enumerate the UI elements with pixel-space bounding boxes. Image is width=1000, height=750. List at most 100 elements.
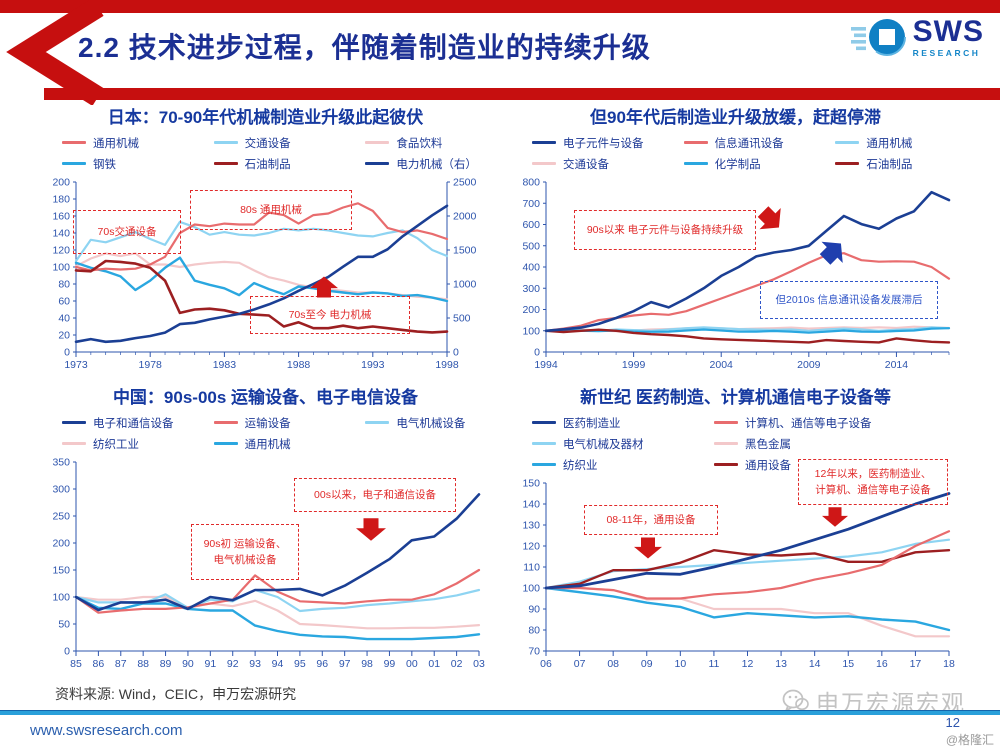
header-decoration: [0, 0, 1000, 105]
svg-text:88: 88: [137, 658, 149, 670]
annotation-line: 90s初 运输设备、: [203, 537, 287, 550]
legend-swatch: [532, 442, 556, 445]
legend-label: 电力机械（右）: [396, 158, 477, 171]
chart-block-china-new-century: 新世纪 医药制造、计算机通信电子设备等 医药制造业 计算机、通信等电子设备 电气机械及…: [508, 386, 963, 673]
legend-label: 医药制造业: [563, 417, 621, 430]
svg-text:120: 120: [52, 245, 70, 257]
axes: [73, 461, 480, 656]
legend-swatch: [532, 141, 556, 144]
gelonghui-watermark: @格隆汇: [945, 733, 994, 747]
legend-label: 化学制品: [714, 158, 761, 171]
legend-item: 交通设备: [532, 153, 660, 174]
series-line: [544, 548, 951, 590]
legend-label: 电气机械及器材: [563, 438, 644, 451]
svg-text:94: 94: [272, 658, 284, 670]
svg-text:100: 100: [52, 262, 70, 274]
website-link[interactable]: www.swsresearch.com: [30, 722, 183, 739]
legend-item: 通用机械: [62, 132, 190, 153]
svg-text:80: 80: [528, 625, 540, 637]
sws-logo-word: SWS: [912, 14, 984, 48]
annotation-line: 70s交通设备: [97, 225, 157, 238]
legend-label: 交通设备: [563, 158, 609, 171]
source-note: 资料来源: Wind，CEIC，申万宏源研究: [55, 686, 297, 702]
svg-text:150: 150: [52, 565, 70, 577]
svg-text:92: 92: [227, 658, 239, 670]
legend-label: 食品饮料: [396, 137, 443, 150]
svg-text:150: 150: [522, 478, 540, 490]
series-line: [544, 328, 951, 344]
annotation-line: 00s以来，电子和通信设备: [314, 488, 436, 501]
svg-text:200: 200: [52, 177, 70, 189]
legend-swatch: [683, 162, 708, 165]
svg-text:350: 350: [52, 457, 70, 469]
svg-text:2014: 2014: [885, 359, 909, 371]
arrow-svg: [310, 276, 338, 298]
annotation-box: 90s以来 电子元件与设备持续升级: [574, 210, 756, 250]
svg-text:100: 100: [52, 592, 70, 604]
svg-text:300: 300: [52, 484, 70, 496]
arrow-icon: [822, 507, 848, 527]
svg-text:400: 400: [522, 262, 540, 274]
legend-item: 纺织工业: [62, 433, 190, 454]
svg-text:20: 20: [58, 330, 70, 342]
legend-swatch: [213, 421, 238, 424]
svg-text:100: 100: [522, 583, 540, 595]
series-lines: [544, 190, 951, 344]
series-line: [74, 568, 481, 614]
svg-text:1998: 1998: [435, 359, 459, 371]
chart-plot: 0 100 200 300 400 500 600 700 800 1994 1999 2004 200…: [508, 174, 963, 374]
chart-svg: 0 50 100 150 200 250 300 350 85 86 87 88 89 90 91 92 93 9…: [52, 457, 485, 671]
legend-item: 电子元件与设备: [532, 132, 660, 153]
page-number: 12: [945, 715, 960, 730]
legend-label: 信息通讯设备: [714, 137, 784, 150]
legend-swatch: [62, 162, 86, 165]
legend-swatch: [714, 463, 738, 466]
legend-label: 通用设备: [745, 459, 791, 472]
svg-text:500: 500: [453, 313, 471, 325]
annotation-line: 80s 通用机械: [240, 203, 302, 216]
series-line: [544, 530, 951, 600]
chart-title: 新世纪 医药制造、计算机通信电子设备等: [580, 388, 891, 407]
legend-item: 计算机、通信等电子设备: [714, 412, 963, 433]
svg-text:700: 700: [522, 198, 540, 210]
legend-item: 黑色金属: [714, 433, 963, 454]
series-line: [544, 190, 951, 333]
annotation-line: 但2010s 信息通讯设备发展滞后: [775, 293, 923, 306]
legend-item: 运输设备: [213, 412, 342, 433]
chart-svg: 0 100 200 300 400 500 600 700 800 1994 1999 2004 200…: [522, 177, 951, 372]
legend-swatch: [532, 463, 556, 466]
legend-label: 纺织工业: [93, 438, 139, 451]
svg-text:1973: 1973: [64, 359, 88, 371]
arrow-svg: [757, 206, 781, 230]
legend-label: 运输设备: [244, 417, 291, 430]
series-line: [74, 588, 481, 613]
arrow-svg: [356, 518, 386, 541]
svg-text:18: 18: [943, 658, 955, 670]
arrow-svg: [822, 507, 848, 527]
annotation-box: 00s以来，电子和通信设备: [294, 478, 456, 512]
svg-text:0: 0: [64, 347, 70, 359]
legend-item: 通用机械: [835, 132, 963, 153]
svg-text:200: 200: [52, 538, 70, 550]
svg-text:2009: 2009: [797, 359, 821, 371]
svg-text:13: 13: [775, 658, 787, 670]
svg-text:85: 85: [70, 658, 82, 670]
annotation-line: 计算机、通信等电子设备: [815, 484, 931, 496]
legend-label: 交通设备: [244, 137, 291, 150]
svg-text:89: 89: [160, 658, 172, 670]
axes: [543, 482, 950, 656]
series-line: [74, 220, 449, 263]
svg-text:99: 99: [384, 658, 396, 670]
legend-swatch: [683, 141, 708, 144]
annotation-box: 70s交通设备: [73, 210, 181, 254]
svg-text:160: 160: [52, 211, 70, 223]
arrow-icon: [634, 537, 662, 559]
axis-labels: 0 100 200 300 400 500 600 700 800 1994 1999 2004 200…: [522, 177, 908, 372]
annotation-box: 70s至今 电力机械: [250, 296, 410, 334]
chart-block-japan-post-90: 但90年代后制造业升级放缓，赶超停滞 电子元件与设备 信息通讯设备 通用机械 交通设备 化…: [508, 106, 963, 374]
legend-swatch: [714, 442, 738, 445]
svg-text:140: 140: [52, 228, 70, 240]
svg-text:80: 80: [58, 279, 70, 291]
svg-text:0: 0: [453, 347, 459, 359]
annotation-box: 80s 通用机械: [190, 190, 352, 230]
